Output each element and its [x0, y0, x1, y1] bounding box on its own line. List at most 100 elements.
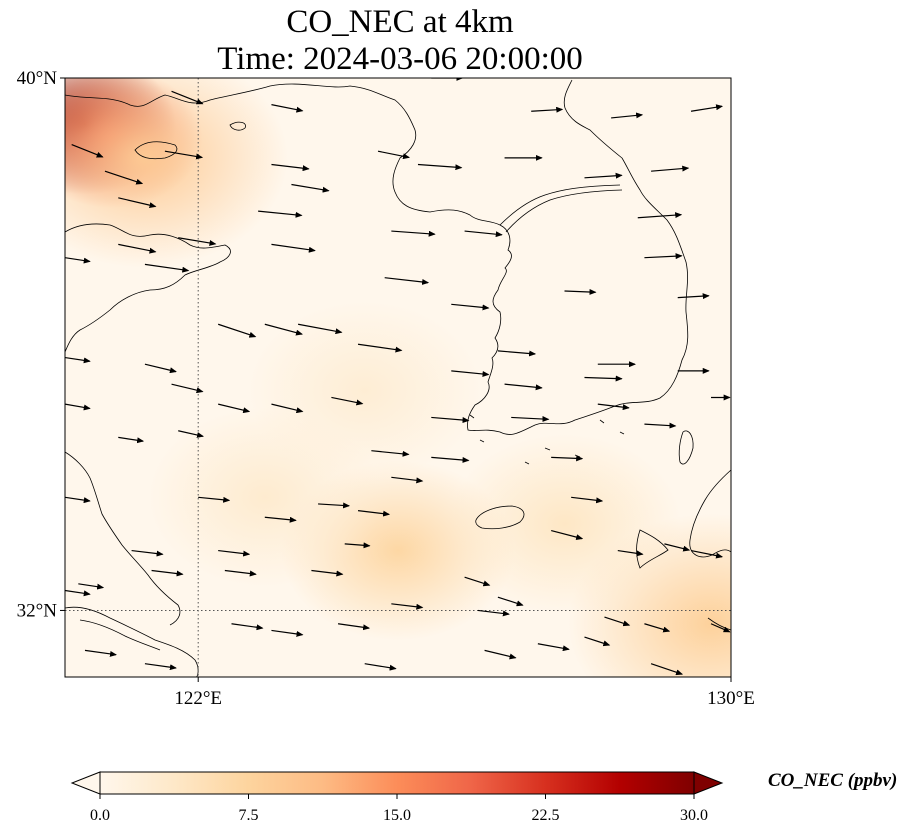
- wind-arrow: [710, 623, 731, 633]
- wind-arrow: [171, 90, 204, 105]
- wind-arrow: [604, 616, 631, 627]
- wind-arrow: [364, 663, 397, 671]
- wind-arrow: [391, 476, 424, 484]
- wind-arrow: [65, 496, 91, 504]
- wind-arrow: [71, 143, 104, 158]
- wind-arrow: [65, 356, 91, 364]
- map-frame: [64, 77, 732, 678]
- wind-arrow: [84, 649, 117, 657]
- wind-arrow: [65, 589, 91, 597]
- wind-arrow: [144, 363, 177, 374]
- lon-tick-label: 130°E: [707, 688, 755, 709]
- wind-arrow: [511, 415, 550, 422]
- wind-arrow: [271, 629, 304, 637]
- colorbar-tick-label: 0.0: [90, 807, 110, 824]
- colorbar-tick-label: 7.5: [239, 807, 259, 824]
- wind-arrow: [417, 163, 463, 171]
- wind-arrow: [597, 403, 630, 411]
- wind-arrow: [451, 303, 490, 311]
- wind-arrow: [650, 663, 684, 676]
- wind-arrow: [571, 496, 604, 504]
- wind-arrow: [531, 106, 564, 113]
- wind-arrow: [144, 263, 190, 273]
- wind-arrow: [104, 170, 144, 185]
- wind-arrow: [118, 436, 145, 444]
- wind-arrow: [504, 383, 543, 391]
- wind-arrow: [231, 623, 264, 631]
- map-title: CO_NEC at 4km: [286, 4, 514, 40]
- wind-arrow: [384, 277, 430, 285]
- lat-tick-label: 32°N: [17, 600, 58, 621]
- wind-arrow: [224, 569, 257, 577]
- wind-arrow: [690, 549, 724, 559]
- wind-arrow: [291, 183, 330, 193]
- wind-arrow: [357, 343, 403, 353]
- wind-arrow: [584, 172, 623, 179]
- wind-arrow: [217, 323, 257, 338]
- lat-tick-label: 40°N: [17, 68, 58, 89]
- wind-arrow: [271, 403, 304, 414]
- colorbar-low-extension: [70, 771, 101, 795]
- colorbar-label: CO_NEC (ppbv): [768, 770, 898, 791]
- colorbar-tick-label: 22.5: [532, 807, 560, 824]
- wind-arrow: [551, 455, 584, 462]
- wind-arrow: [164, 150, 204, 160]
- wind-arrow: [131, 549, 164, 557]
- wind-arrow: [144, 663, 177, 671]
- lon-tick-label: 122°E: [174, 688, 222, 709]
- wind-arrow: [271, 163, 310, 172]
- wind-arrow: [584, 375, 623, 382]
- wind-vectors: [65, 78, 731, 676]
- wind-arrow: [644, 253, 683, 260]
- colorbar-high-extension: [693, 771, 724, 795]
- wind-arrow: [497, 350, 537, 357]
- wind-arrow: [318, 502, 351, 509]
- wind-arrow: [617, 549, 644, 557]
- axis-ticks: 122°E 130°E 40°N 32°N: [17, 68, 755, 709]
- colorbar-tick-label: 15.0: [383, 807, 411, 824]
- wind-arrow: [644, 623, 671, 633]
- wind-arrow: [311, 569, 344, 577]
- colorbar: 0.0 7.5 15.0 22.5 30.0: [70, 771, 724, 824]
- wind-arrow: [464, 230, 503, 238]
- wind-arrow: [371, 450, 410, 457]
- wind-arrow: [271, 243, 316, 253]
- wind-arrow: [65, 403, 91, 411]
- concentration-blob: [447, 433, 682, 614]
- wind-arrow: [218, 403, 251, 414]
- wind-arrow: [391, 230, 436, 237]
- wind-arrow: [651, 165, 690, 172]
- wind-arrow: [178, 430, 204, 438]
- wind-arrow: [171, 383, 204, 394]
- wind-arrow: [377, 150, 411, 160]
- wind-arrow: [451, 370, 490, 377]
- wind-arrow: [391, 603, 424, 610]
- wind-arrow: [677, 293, 710, 300]
- wind-arrow: [264, 323, 303, 336]
- colorbar-tick-label: 30.0: [680, 807, 708, 824]
- wind-arrow: [297, 323, 343, 335]
- wind-arrow: [151, 569, 184, 577]
- wind-arrow: [431, 456, 470, 463]
- wind-arrow: [218, 549, 251, 557]
- wind-arrow: [584, 636, 611, 647]
- concentration-blob: [65, 78, 288, 268]
- wind-arrow: [78, 583, 105, 590]
- wind-arrow: [644, 422, 677, 429]
- wind-arrow: [118, 243, 157, 254]
- wind-arrow: [118, 197, 157, 209]
- wind-arrow: [198, 496, 231, 503]
- concentration-blob: [247, 300, 482, 481]
- wind-arrow: [65, 257, 91, 264]
- wind-arrow: [264, 516, 297, 523]
- wind-arrow: [331, 396, 364, 406]
- wind-arrow: [551, 529, 584, 541]
- wind-arrow: [611, 112, 644, 119]
- wind-arrow: [337, 623, 371, 631]
- wind-arrow: [637, 212, 683, 219]
- wind-arrow: [664, 543, 691, 552]
- wind-arrow: [537, 643, 570, 652]
- wind-arrow: [178, 237, 217, 246]
- wind-arrow: [484, 649, 517, 660]
